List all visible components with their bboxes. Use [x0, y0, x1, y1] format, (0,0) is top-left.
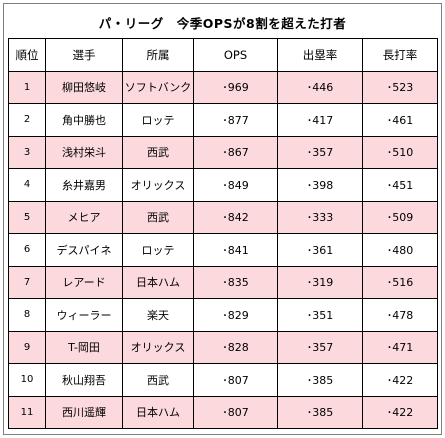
team-cell: ロッテ [122, 103, 194, 137]
slg-cell: ･471 [362, 330, 438, 364]
rank-cell: 2 [8, 103, 46, 137]
slg-cell: ･510 [362, 135, 438, 169]
rank-cell: 4 [8, 168, 46, 202]
obp-cell: ･357 [277, 330, 363, 364]
slg-cell: ･516 [362, 265, 438, 299]
ops-cell: ･877 [193, 103, 278, 137]
slg-cell: ･523 [362, 70, 438, 104]
player-cell: ウィーラー [45, 298, 123, 332]
rank-cell: 6 [8, 233, 46, 267]
rank-cell: 9 [8, 330, 46, 364]
ops-cell: ･969 [193, 70, 278, 104]
team-cell: 西武 [122, 200, 194, 234]
obp-cell: ･351 [277, 298, 363, 332]
ops-table: 順位 選手 所属 OPS 出塁率 長打率 1 柳田悠岐 ソフトバンク ･969 ･446… [8, 38, 438, 429]
table-row: 3 浅村栄斗 西武 ･867 ･357 ･510 [8, 135, 438, 169]
rank-cell: 5 [8, 200, 46, 234]
ops-cell: ･867 [193, 135, 278, 169]
rank-cell: 10 [8, 363, 46, 397]
slg-cell: ･480 [362, 233, 438, 267]
header-row: 順位 選手 所属 OPS 出塁率 長打率 [8, 38, 438, 72]
rank-cell: 8 [8, 298, 46, 332]
slg-cell: ･478 [362, 298, 438, 332]
ops-cell: ･849 [193, 168, 278, 202]
table-row: 7 レアード 日本ハム ･835 ･319 ･516 [8, 265, 438, 299]
table-row: 6 デスパイネ ロッテ ･841 ･361 ･480 [8, 233, 438, 267]
slg-cell: ･422 [362, 363, 438, 397]
rank-cell: 11 [8, 395, 46, 429]
column-header-obp: 出塁率 [277, 38, 363, 72]
rank-cell: 7 [8, 265, 46, 299]
column-header-team: 所属 [122, 38, 194, 72]
obp-cell: ･417 [277, 103, 363, 137]
slg-cell: ･509 [362, 200, 438, 234]
team-cell: 西武 [122, 135, 194, 169]
obp-cell: ･385 [277, 395, 363, 429]
table-row: 2 角中勝也 ロッテ ･877 ･417 ･461 [8, 103, 438, 137]
ops-cell: ･807 [193, 395, 278, 429]
slg-cell: ･451 [362, 168, 438, 202]
column-header-ops: OPS [193, 38, 278, 72]
obp-cell: ･319 [277, 265, 363, 299]
ops-cell: ･829 [193, 298, 278, 332]
table-row: 10 秋山翔吾 西武 ･807 ･385 ･422 [8, 363, 438, 397]
player-cell: 秋山翔吾 [45, 363, 123, 397]
ops-cell: ･835 [193, 265, 278, 299]
player-cell: 浅村栄斗 [45, 135, 123, 169]
ops-cell: ･841 [193, 233, 278, 267]
obp-cell: ･333 [277, 200, 363, 234]
table-row: 9 T-岡田 オリックス ･828 ･357 ･471 [8, 330, 438, 364]
ops-cell: ･842 [193, 200, 278, 234]
player-cell: T-岡田 [45, 330, 123, 364]
player-cell: デスパイネ [45, 233, 123, 267]
table-row: 1 柳田悠岐 ソフトバンク ･969 ･446 ･523 [8, 70, 438, 104]
obp-cell: ･398 [277, 168, 363, 202]
ops-cell: ･807 [193, 363, 278, 397]
table-row: 4 糸井嘉男 オリックス ･849 ･398 ･451 [8, 168, 438, 202]
column-header-player: 選手 [45, 38, 123, 72]
team-cell: 西武 [122, 363, 194, 397]
player-cell: 糸井嘉男 [45, 168, 123, 202]
slg-cell: ･461 [362, 103, 438, 137]
obp-cell: ･446 [277, 70, 363, 104]
player-cell: 西川遥輝 [45, 395, 123, 429]
player-cell: 角中勝也 [45, 103, 123, 137]
column-header-rank: 順位 [8, 38, 46, 72]
table-row: 8 ウィーラー 楽天 ･829 ･351 ･478 [8, 298, 438, 332]
player-cell: メヒア [45, 200, 123, 234]
player-cell: 柳田悠岐 [45, 70, 123, 104]
table-row: 5 メヒア 西武 ･842 ･333 ･509 [8, 200, 438, 234]
rank-cell: 3 [8, 135, 46, 169]
player-cell: レアード [45, 265, 123, 299]
obp-cell: ･385 [277, 363, 363, 397]
team-cell: オリックス [122, 330, 194, 364]
table-body: 1 柳田悠岐 ソフトバンク ･969 ･446 ･523 2 角中勝也 ロッテ ･877 ･417 ･… [8, 70, 438, 429]
team-cell: ソフトバンク [122, 70, 194, 104]
team-cell: 楽天 [122, 298, 194, 332]
team-cell: 日本ハム [122, 265, 194, 299]
table-row: 11 西川遥輝 日本ハム ･807 ･385 ･422 [8, 395, 438, 429]
table-title: パ・リーグ 今季OPSが8割を超えた打者 [8, 8, 437, 36]
obp-cell: ･361 [277, 233, 363, 267]
ops-cell: ･828 [193, 330, 278, 364]
column-header-slg: 長打率 [362, 38, 438, 72]
slg-cell: ･422 [362, 395, 438, 429]
rank-cell: 1 [8, 70, 46, 104]
team-cell: ロッテ [122, 233, 194, 267]
obp-cell: ･357 [277, 135, 363, 169]
team-cell: 日本ハム [122, 395, 194, 429]
team-cell: オリックス [122, 168, 194, 202]
